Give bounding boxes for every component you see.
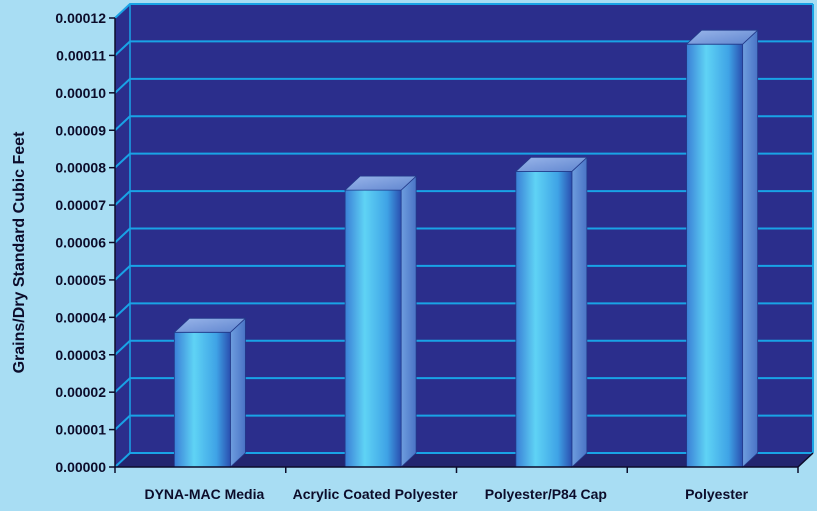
bar — [515, 171, 573, 468]
y-tick-label: 0.00005 — [55, 272, 106, 288]
y-tick-label: 0.00000 — [55, 459, 106, 475]
y-tick-label: 0.00003 — [55, 347, 106, 363]
y-tick-label: 0.00008 — [55, 160, 106, 176]
y-tick-label: 0.00007 — [55, 197, 106, 213]
y-tick-label: 0.00004 — [55, 309, 106, 325]
y-axis-title: Grains/Dry Standard Cubic Feet — [11, 131, 28, 374]
y-tick-label: 0.00009 — [55, 122, 106, 138]
bar — [344, 189, 402, 468]
y-tick-label: 0.00011 — [56, 47, 106, 63]
bar-top — [514, 157, 588, 172]
x-tick-label: Polyester — [685, 486, 749, 502]
x-tick-label: DYNA-MAC Media — [144, 486, 264, 502]
bar — [686, 43, 744, 468]
bar-side — [229, 317, 246, 468]
y-tick-label: 0.00010 — [55, 85, 106, 101]
y-tick-label: 0.00006 — [55, 235, 106, 251]
y-tick-label: 0.00012 — [55, 10, 106, 26]
bar-top — [344, 175, 418, 191]
bar-side — [400, 175, 417, 468]
bar-side — [571, 156, 588, 468]
plot-floor — [115, 453, 813, 467]
x-axis-depth-line — [797, 452, 814, 468]
bar-top — [685, 29, 759, 45]
x-tick-label: Acrylic Coated Polyester — [293, 486, 459, 502]
bar-side — [742, 29, 759, 468]
bar — [173, 331, 231, 468]
y-tick-label: 0.00002 — [55, 384, 106, 400]
y-tick-label: 0.00001 — [55, 422, 106, 438]
bar-top — [173, 317, 247, 333]
x-tick-label: Polyester/P84 Cap — [485, 486, 607, 502]
